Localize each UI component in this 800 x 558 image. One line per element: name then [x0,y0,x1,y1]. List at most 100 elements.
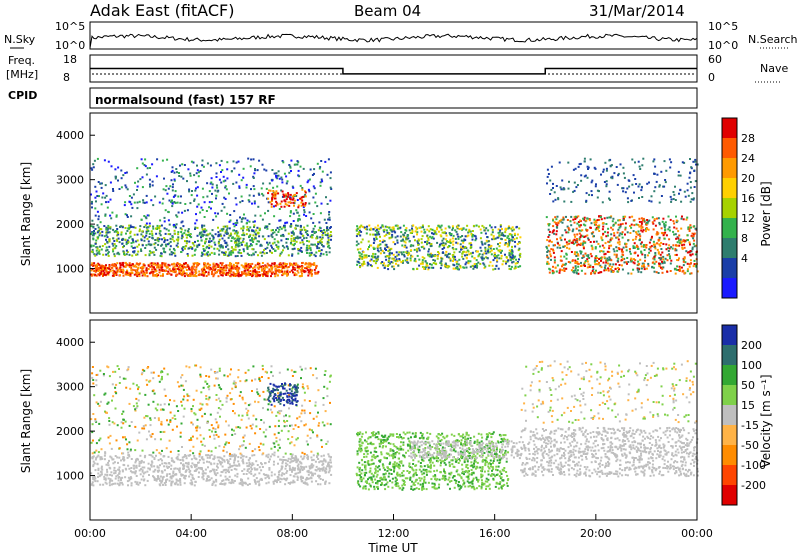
echo-cell [593,219,595,221]
echo-cell [207,466,209,468]
echo-cell [257,254,259,256]
echo-cell [324,460,326,462]
echo-cell [623,172,625,174]
echo-cell [511,266,513,268]
echo-cell [474,263,476,265]
power-cbar-label: Power [dB] [759,181,773,246]
echo-cell [574,251,576,253]
echo-cell [641,245,643,247]
echo-cell [119,274,121,276]
echo-cell [580,180,582,182]
echo-cell [221,471,223,473]
echo-cell [616,166,618,168]
echo-cell [584,158,586,160]
echo-cell [211,240,213,242]
echo-cell [480,250,482,252]
echo-cell [264,271,266,273]
echo-cell [690,262,692,264]
echo-cell [283,247,285,249]
echo-cell [240,252,242,254]
echo-cell [674,268,676,270]
echo-cell [581,229,583,231]
echo-cell [153,465,155,467]
echo-cell [321,455,323,457]
echo-cell [91,264,93,266]
echo-cell [640,189,642,191]
echo-cell [216,187,218,189]
echo-cell [441,240,443,242]
echo-cell [209,457,211,459]
echo-cell [194,241,196,243]
echo-cell [497,254,499,256]
echo-cell [107,272,109,274]
echo-cell [302,235,304,237]
echo-cell [607,263,609,265]
echo-cell [499,245,501,247]
echo-cell [228,467,230,469]
echo-cell [327,234,329,236]
echo-cell [291,471,293,473]
echo-cell [120,170,122,172]
echo-cell [481,241,483,243]
echo-cell [575,267,577,269]
echo-cell [598,272,600,274]
echo-cell [448,226,450,228]
echo-cell [400,231,402,233]
echo-cell [648,252,650,254]
echo-cell [266,226,268,228]
echo-cell [514,268,516,270]
echo-cell [113,253,115,255]
echo-cell [137,186,139,188]
echo-cell [668,244,670,246]
echo-cell [660,171,662,173]
echo-cell [212,229,214,231]
echo-cell [358,251,360,253]
echo-cell [314,231,316,233]
echo-cell [495,238,497,240]
echo-cell [258,241,260,243]
echo-cell [188,228,190,230]
echo-cell [139,225,141,227]
echo-cell [126,214,128,216]
echo-cell [222,238,224,240]
echo-cell [509,250,511,252]
echo-cell [124,184,126,186]
echo-cell [307,275,309,277]
echo-cell [289,271,291,273]
echo-cell [314,273,316,275]
echo-cell [262,262,264,264]
echo-cell [285,242,287,244]
echo-cell [627,197,629,199]
echo-cell [178,212,180,214]
echo-cell [483,229,485,231]
echo-cell [134,182,136,184]
echo-cell [628,180,630,182]
echo-cell [549,180,551,182]
echo-cell [613,235,615,237]
echo-cell [255,237,257,239]
echo-cell [356,241,358,243]
echo-cell [205,469,207,471]
echo-cell [573,169,575,171]
echo-cell [194,198,196,200]
echo-cell [330,239,332,241]
echo-cell [115,230,117,232]
echo-cell [172,271,174,273]
echo-cell [287,196,289,198]
echo-cell [104,197,106,199]
echo-cell [325,222,327,224]
echo-cell [557,243,559,245]
echo-cell [248,274,250,276]
echo-cell [150,199,152,201]
echo-cell [217,248,219,250]
echo-cell [554,244,556,246]
echo-cell [319,470,321,472]
echo-cell [425,260,427,262]
echo-cell [245,265,247,267]
echo-cell [439,244,441,246]
echo-cell [168,219,170,221]
echo-cell [297,220,299,222]
echo-cell [557,197,559,199]
echo-cell [598,215,600,217]
echo-cell [175,168,177,170]
